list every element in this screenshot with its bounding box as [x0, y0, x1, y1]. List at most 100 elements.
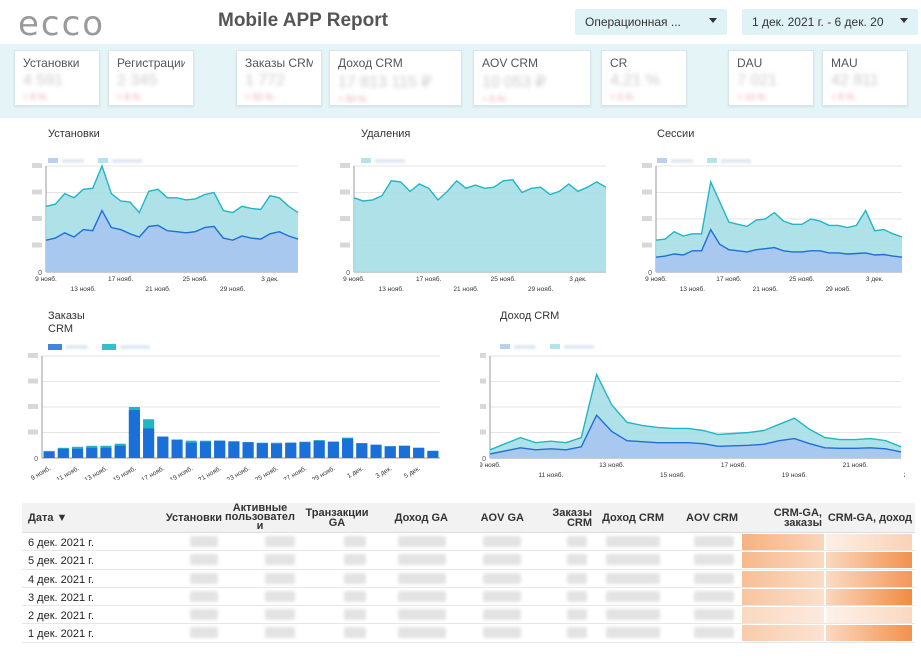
- series-line: [489, 372, 902, 451]
- kpi-delta: + 50 %: [245, 92, 274, 102]
- heatmap-cell: [742, 552, 824, 569]
- x-tick-label: 17 нояб.: [716, 275, 741, 283]
- redacted-cell: [567, 590, 587, 602]
- page-title: Mobile APP Report: [218, 10, 388, 31]
- row-date: 1 дек. 2021 г.: [28, 628, 94, 641]
- legend-deletions: [361, 152, 415, 164]
- redacted-cell: [344, 536, 366, 547]
- redacted-cell: [190, 572, 218, 584]
- bar-segment: [398, 445, 411, 458]
- row-date: 4 дек. 2021 г.: [28, 573, 94, 586]
- heatmap-cell: [826, 570, 912, 587]
- x-tick-label: 29 нояб.: [220, 285, 245, 293]
- date-range-dropdown[interactable]: 1 дек. 2021 г. - 6 дек. 20: [742, 9, 918, 35]
- kpi-value: 1 772: [245, 72, 286, 89]
- x-tick-label: 21 нояб.: [197, 464, 223, 480]
- heatmap-cell: [742, 570, 824, 587]
- legend-swatch: [657, 158, 667, 164]
- heatmap-cell: [826, 607, 912, 624]
- heatmap-cell: [826, 552, 912, 569]
- column-header-date[interactable]: Дата ▼: [28, 512, 68, 524]
- kpi-revenue-crm: Доход CRM 17 813 115 ₽ + 50 %: [329, 50, 462, 106]
- x-tick-label: 9 нояб.: [645, 275, 667, 283]
- column-header-transactions-ga[interactable]: Транзакции GA: [305, 507, 369, 529]
- legend-swatch: [102, 343, 117, 350]
- bar-segment: [413, 447, 425, 458]
- y-tick-label: 0: [482, 456, 486, 463]
- bar-segment: [228, 441, 240, 458]
- kpi-cr: CR 4,21 % + 5 %: [601, 50, 687, 106]
- column-header-aov-ga[interactable]: AOV GA: [480, 512, 524, 524]
- column-header-revenue-ga[interactable]: Доход GA: [394, 512, 448, 524]
- x-tick-label: 13 нояб.: [71, 285, 96, 293]
- bar-segment: [171, 439, 183, 458]
- bar-segment: [143, 428, 155, 458]
- column-header-crm-ga-orders[interactable]: CRM-GA, заказы: [773, 507, 822, 529]
- redacted-cell: [398, 627, 446, 639]
- redacted-cell: [265, 590, 295, 602]
- table-row[interactable]: 2 дек. 2021 г.: [22, 606, 915, 625]
- x-tick-label: 25 нояб.: [491, 275, 516, 283]
- x-tick-label: 25 нояб.: [254, 464, 280, 480]
- x-tick-label: 13 нояб.: [83, 464, 109, 480]
- table-row[interactable]: 1 дек. 2021 г.: [22, 624, 915, 643]
- legend-label: [62, 158, 84, 163]
- y-tick-label: [32, 189, 42, 195]
- legend-orders: [48, 338, 160, 350]
- redacted-cell: [398, 609, 446, 621]
- column-header-crm-ga-revenue[interactable]: CRM-GA, доход: [827, 512, 912, 524]
- y-tick-label: [28, 429, 38, 435]
- x-tick-label: 13 нояб.: [680, 285, 705, 293]
- column-header-installs[interactable]: Установки: [165, 512, 222, 524]
- kpi-value: 4,21 %: [610, 72, 660, 89]
- x-tick-label: 3 дек.: [569, 276, 587, 283]
- x-tick-label: 3 дек.: [375, 465, 394, 480]
- legend-label: [514, 344, 536, 349]
- daily-report-table: Дата ▼ Установки Активные пользовател и …: [22, 503, 915, 643]
- bar-segment: [214, 440, 226, 458]
- redacted-cell: [606, 627, 660, 639]
- y-tick-label: [28, 353, 38, 358]
- table-row[interactable]: 6 дек. 2021 г.: [22, 533, 915, 552]
- kpi-delta: + 8 %: [831, 92, 855, 102]
- y-tick-label: [28, 404, 38, 409]
- y-tick-label: [32, 216, 42, 221]
- x-tick-label: 3 дек.: [261, 276, 279, 283]
- redacted-cell: [265, 627, 295, 639]
- redacted-cell: [606, 609, 660, 621]
- column-header-orders-crm[interactable]: Заказы CRM: [552, 507, 592, 529]
- redacted-cell: [344, 554, 366, 566]
- chevron-down-icon: [900, 18, 908, 23]
- bar-segment: [43, 451, 55, 458]
- x-tick-label: 29 нояб.: [310, 464, 336, 480]
- chart-title-revenue: Доход CRM: [500, 310, 560, 322]
- segment-dropdown[interactable]: Операционная ...: [575, 9, 727, 35]
- column-header-revenue-crm[interactable]: Доход CRM: [602, 512, 664, 524]
- column-header-active-users[interactable]: Активные пользовател и: [225, 502, 295, 532]
- table-row[interactable]: 3 дек. 2021 г.: [22, 588, 915, 607]
- bar-segment: [384, 446, 396, 458]
- legend-swatch: [707, 158, 718, 164]
- series-line: [45, 208, 299, 241]
- y-tick-label: [480, 353, 486, 358]
- redacted-cell: [483, 609, 521, 621]
- x-tick-label: 21 нояб.: [753, 285, 778, 293]
- table-row[interactable]: 5 дек. 2021 г.: [22, 551, 915, 570]
- heatmap-cell: [742, 625, 824, 642]
- legend-label: [120, 344, 151, 349]
- redacted-cell: [567, 609, 587, 621]
- bar-segment: [100, 447, 112, 458]
- column-header-aov-crm[interactable]: AOV CRM: [686, 512, 738, 524]
- table-row[interactable]: 4 дек. 2021 г.: [22, 570, 915, 588]
- deletions-chart: 09 нояб. 13 нояб. 17 нояб. 21 нояб. 25 нояб.…: [340, 163, 607, 293]
- kpi-registrations: Регистрации 2 345 + 8 %: [108, 50, 194, 106]
- bar-segment: [128, 410, 140, 458]
- bar-segment: [342, 438, 354, 458]
- y-tick-label: [28, 378, 38, 384]
- x-tick-label: 29 нояб.: [826, 285, 851, 293]
- series-line: [655, 179, 903, 241]
- x-tick-label: 25 нояб.: [789, 275, 814, 283]
- chart-title-orders: Заказы CRM: [48, 310, 85, 335]
- redacted-cell: [567, 554, 587, 566]
- redacted-cell: [344, 572, 366, 584]
